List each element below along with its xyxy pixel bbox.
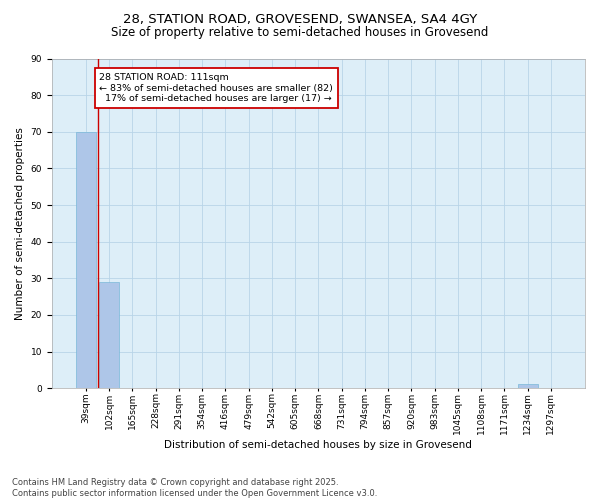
Bar xyxy=(76,132,96,388)
Bar xyxy=(99,282,119,388)
X-axis label: Distribution of semi-detached houses by size in Grovesend: Distribution of semi-detached houses by … xyxy=(164,440,472,450)
Text: Size of property relative to semi-detached houses in Grovesend: Size of property relative to semi-detach… xyxy=(112,26,488,39)
Text: 28 STATION ROAD: 111sqm
← 83% of semi-detached houses are smaller (82)
  17% of : 28 STATION ROAD: 111sqm ← 83% of semi-de… xyxy=(100,73,333,103)
Bar xyxy=(518,384,538,388)
Y-axis label: Number of semi-detached properties: Number of semi-detached properties xyxy=(15,127,25,320)
Text: Contains HM Land Registry data © Crown copyright and database right 2025.
Contai: Contains HM Land Registry data © Crown c… xyxy=(12,478,377,498)
Text: 28, STATION ROAD, GROVESEND, SWANSEA, SA4 4GY: 28, STATION ROAD, GROVESEND, SWANSEA, SA… xyxy=(123,12,477,26)
